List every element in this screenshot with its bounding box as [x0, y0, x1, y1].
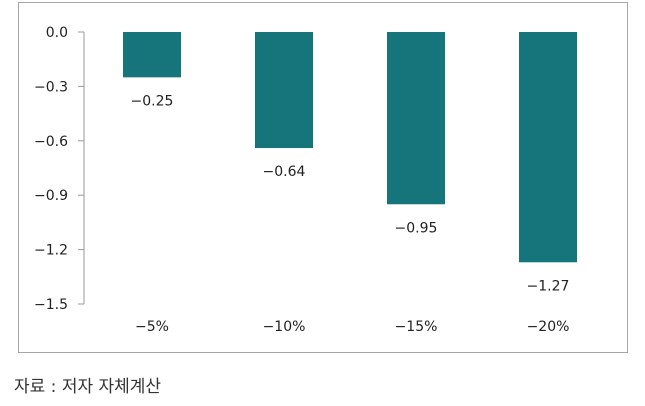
y-tick-label: −1.5 — [34, 297, 68, 313]
bar — [123, 32, 181, 78]
category-label: −10% — [263, 319, 306, 335]
category-label: −20% — [527, 319, 570, 335]
bar — [519, 32, 577, 263]
bar — [387, 32, 445, 205]
y-axis: 0.0 −0.3 −0.6 −0.9 −1.2 −1.5 — [34, 25, 85, 313]
y-tick-label: −0.9 — [34, 188, 68, 204]
y-tick-label: −0.3 — [34, 79, 68, 95]
category-label: −5% — [135, 319, 169, 335]
category-label: −15% — [395, 319, 438, 335]
data-label: −0.95 — [395, 220, 438, 236]
bar — [255, 32, 313, 149]
source-note: 자료 : 저자 자체계산 — [14, 377, 162, 397]
y-tick-label: −0.6 — [34, 134, 68, 150]
data-label: −0.25 — [131, 93, 174, 109]
y-tick-label: −1.2 — [34, 243, 68, 259]
x-axis-category-labels: −5% −10% −15% −20% — [135, 319, 569, 335]
data-labels: −0.25 −0.64 −0.95 −1.27 — [131, 93, 570, 294]
y-tick-label: 0.0 — [46, 25, 68, 41]
bars — [123, 32, 577, 263]
data-label: −1.27 — [527, 278, 570, 294]
data-label: −0.64 — [263, 164, 306, 180]
